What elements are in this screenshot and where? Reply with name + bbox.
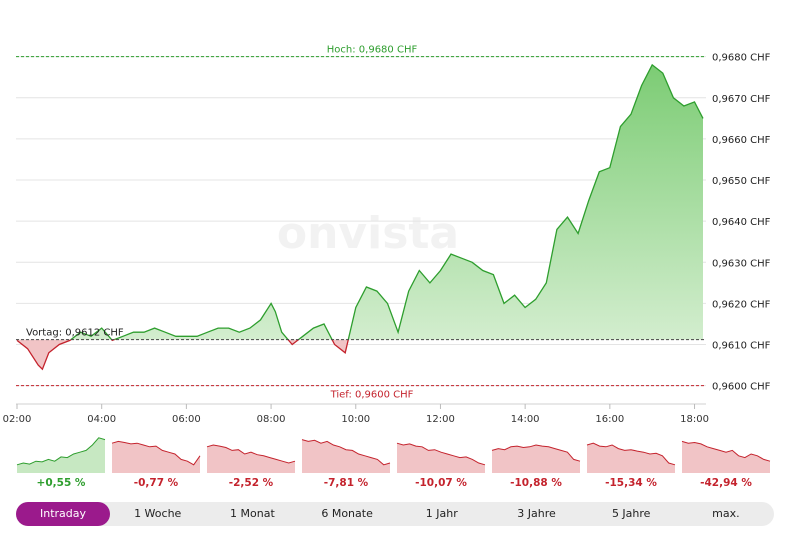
y-tick-label: 0,9650 CHF <box>712 176 771 187</box>
x-tick-label: 04:00 <box>87 414 116 425</box>
sparkline-graph <box>206 444 296 473</box>
sparkline-change: +0,55 % <box>36 477 86 489</box>
high-low-lines: Hoch: 0,9680 CHF Tief: 0,9600 CHF Vortag: … <box>16 45 706 401</box>
sparkline-graph <box>111 440 201 473</box>
y-tick-label: 0,9680 CHF <box>712 53 771 64</box>
y-tick-label: 0,9660 CHF <box>712 135 771 146</box>
x-tick-label: 18:00 <box>680 414 709 425</box>
sparkline-area <box>682 441 770 473</box>
sparkline-5[interactable]: -10,07 % <box>396 432 486 492</box>
sparkline-area <box>17 437 105 473</box>
x-tick-label: 02:00 <box>3 414 32 425</box>
sparkline-3[interactable]: -2,52 % <box>206 432 296 492</box>
x-tick-label: 10:00 <box>341 414 370 425</box>
x-tick-label: 14:00 <box>511 414 540 425</box>
sparkline-graph <box>301 439 391 473</box>
sparkline-2[interactable]: -0,77 % <box>111 432 201 492</box>
y-tick-label: 0,9600 CHF <box>712 382 771 393</box>
sparkline-7[interactable]: -15,34 % <box>586 432 676 492</box>
tab-6-monate[interactable]: 6 Monate <box>321 507 373 520</box>
low-label: Tief: 0,9600 CHF <box>330 390 414 401</box>
sparkline-line <box>206 444 296 464</box>
sparkline-area <box>302 439 390 473</box>
tab-max[interactable]: max. <box>712 507 740 520</box>
x-tick-label: 12:00 <box>426 414 455 425</box>
area-fill-down <box>17 339 349 370</box>
sparkline-change: -42,94 % <box>700 477 752 489</box>
high-label: Hoch: 0,9680 CHF <box>327 45 418 56</box>
y-tick-label: 0,9670 CHF <box>712 94 771 105</box>
y-axis-ticks: 0,9680 CHF 0,9670 CHF 0,9660 CHF 0,9650 CHF… <box>712 53 771 393</box>
sparkline-graph <box>396 442 486 473</box>
sparkline-graph <box>681 440 771 473</box>
sparkline-line <box>491 444 581 462</box>
sparkline-change: -2,52 % <box>228 477 274 489</box>
sparkline-line <box>301 439 391 466</box>
y-tick-label: 0,9610 CHF <box>712 341 771 352</box>
sparkline-line <box>16 437 106 466</box>
x-tick-label: 16:00 <box>595 414 624 425</box>
watermark-logo: onvista <box>277 208 459 259</box>
x-tick-label: 06:00 <box>172 414 201 425</box>
area-fill-up <box>17 64 703 340</box>
period-sparklines: +0,55 % -0,77 % -2,52 % -7,81 % -10,07 % -10,… <box>16 432 776 492</box>
sparkline-8[interactable]: -42,94 % <box>681 432 771 492</box>
tab-1-monat[interactable]: 1 Monat <box>230 507 275 520</box>
sparkline-change: -10,07 % <box>415 477 467 489</box>
sparkline-change: -0,77 % <box>133 477 179 489</box>
previous-close-label: Vortag: 0,9612 CHF <box>26 328 124 339</box>
sparkline-4[interactable]: -7,81 % <box>301 432 391 492</box>
tab-intraday[interactable]: Intraday <box>16 502 110 526</box>
sparkline-change: -15,34 % <box>605 477 657 489</box>
tab-5-jahre[interactable]: 5 Jahre <box>611 507 651 520</box>
x-tick-label: 08:00 <box>257 414 286 425</box>
sparkline-graph <box>16 437 106 473</box>
y-tick-label: 0,9640 CHF <box>712 217 771 228</box>
period-tabs: Intraday 1 Woche 1 Monat 6 Monate 1 Jahr 3 Ja… <box>16 502 774 526</box>
sparkline-area <box>587 443 675 473</box>
y-tick-label: 0,9630 CHF <box>712 258 771 269</box>
sparkline-area <box>492 445 580 473</box>
tab-1-jahr[interactable]: 1 Jahr <box>425 507 458 520</box>
price-line-up <box>69 63 704 340</box>
tab-3-jahre[interactable]: 3 Jahre <box>517 507 556 520</box>
price-series <box>16 63 704 371</box>
sparkline-graph <box>586 442 676 473</box>
sparkline-change: -7,81 % <box>323 477 369 489</box>
sparkline-area <box>207 445 295 473</box>
sparkline-1[interactable]: +0,55 % <box>16 432 106 492</box>
sparkline-line <box>396 442 486 466</box>
sparkline-line <box>586 442 676 466</box>
sparkline-area <box>112 441 200 473</box>
sparkline-6[interactable]: -10,88 % <box>491 432 581 492</box>
sparkline-area <box>397 443 485 473</box>
tab-1-woche[interactable]: 1 Woche <box>134 507 182 520</box>
y-tick-label: 0,9620 CHF <box>712 299 771 310</box>
sparkline-line <box>681 440 771 462</box>
sparkline-graph <box>491 444 581 473</box>
sparkline-line <box>111 440 201 466</box>
x-axis-ticks: 02:00 04:00 06:00 08:00 10:00 12:00 14:00 16:00… <box>3 404 709 425</box>
sparkline-change: -10,88 % <box>510 477 562 489</box>
